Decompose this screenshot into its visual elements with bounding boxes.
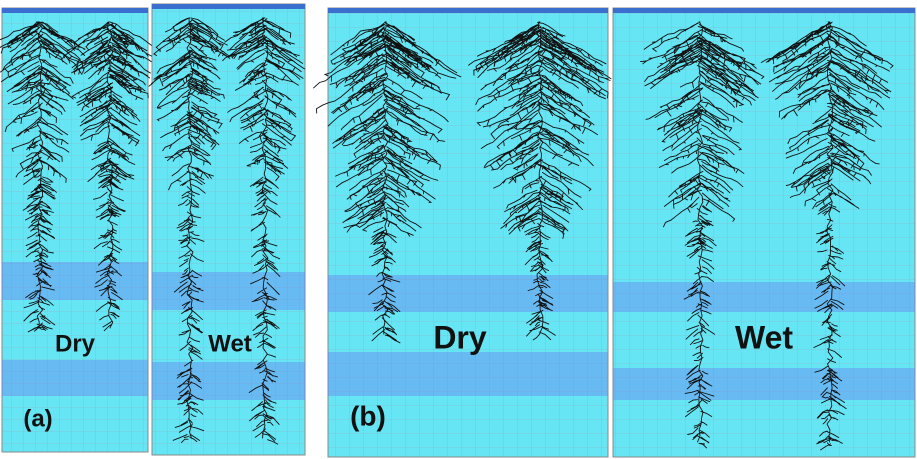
moisture-band: [152, 272, 305, 310]
panel-label: Dry: [55, 330, 96, 357]
moisture-band: [328, 352, 608, 396]
panel-tag: (b): [350, 400, 386, 431]
root: [468, 21, 612, 341]
moisture-band: [613, 368, 915, 400]
roots: [0, 17, 894, 451]
panel-label: Dry: [433, 319, 487, 355]
moisture-band: [613, 282, 915, 312]
panel-header: [2, 8, 148, 13]
root: [640, 21, 765, 449]
moisture-band: [328, 275, 608, 312]
panel-header: [152, 4, 305, 9]
moisture-band: [2, 360, 148, 396]
root: [222, 17, 305, 445]
moisture-band: [2, 262, 148, 300]
panel-label: Wet: [735, 319, 793, 355]
panel-label: Wet: [208, 330, 252, 357]
root: [760, 21, 894, 451]
root: [64, 21, 153, 332]
root: [313, 21, 462, 344]
panel-header: [328, 8, 608, 13]
panel-tag: (a): [23, 405, 52, 432]
moisture-band: [152, 362, 305, 400]
panel-header: [613, 8, 915, 13]
root: [148, 17, 231, 443]
root: [0, 21, 86, 333]
